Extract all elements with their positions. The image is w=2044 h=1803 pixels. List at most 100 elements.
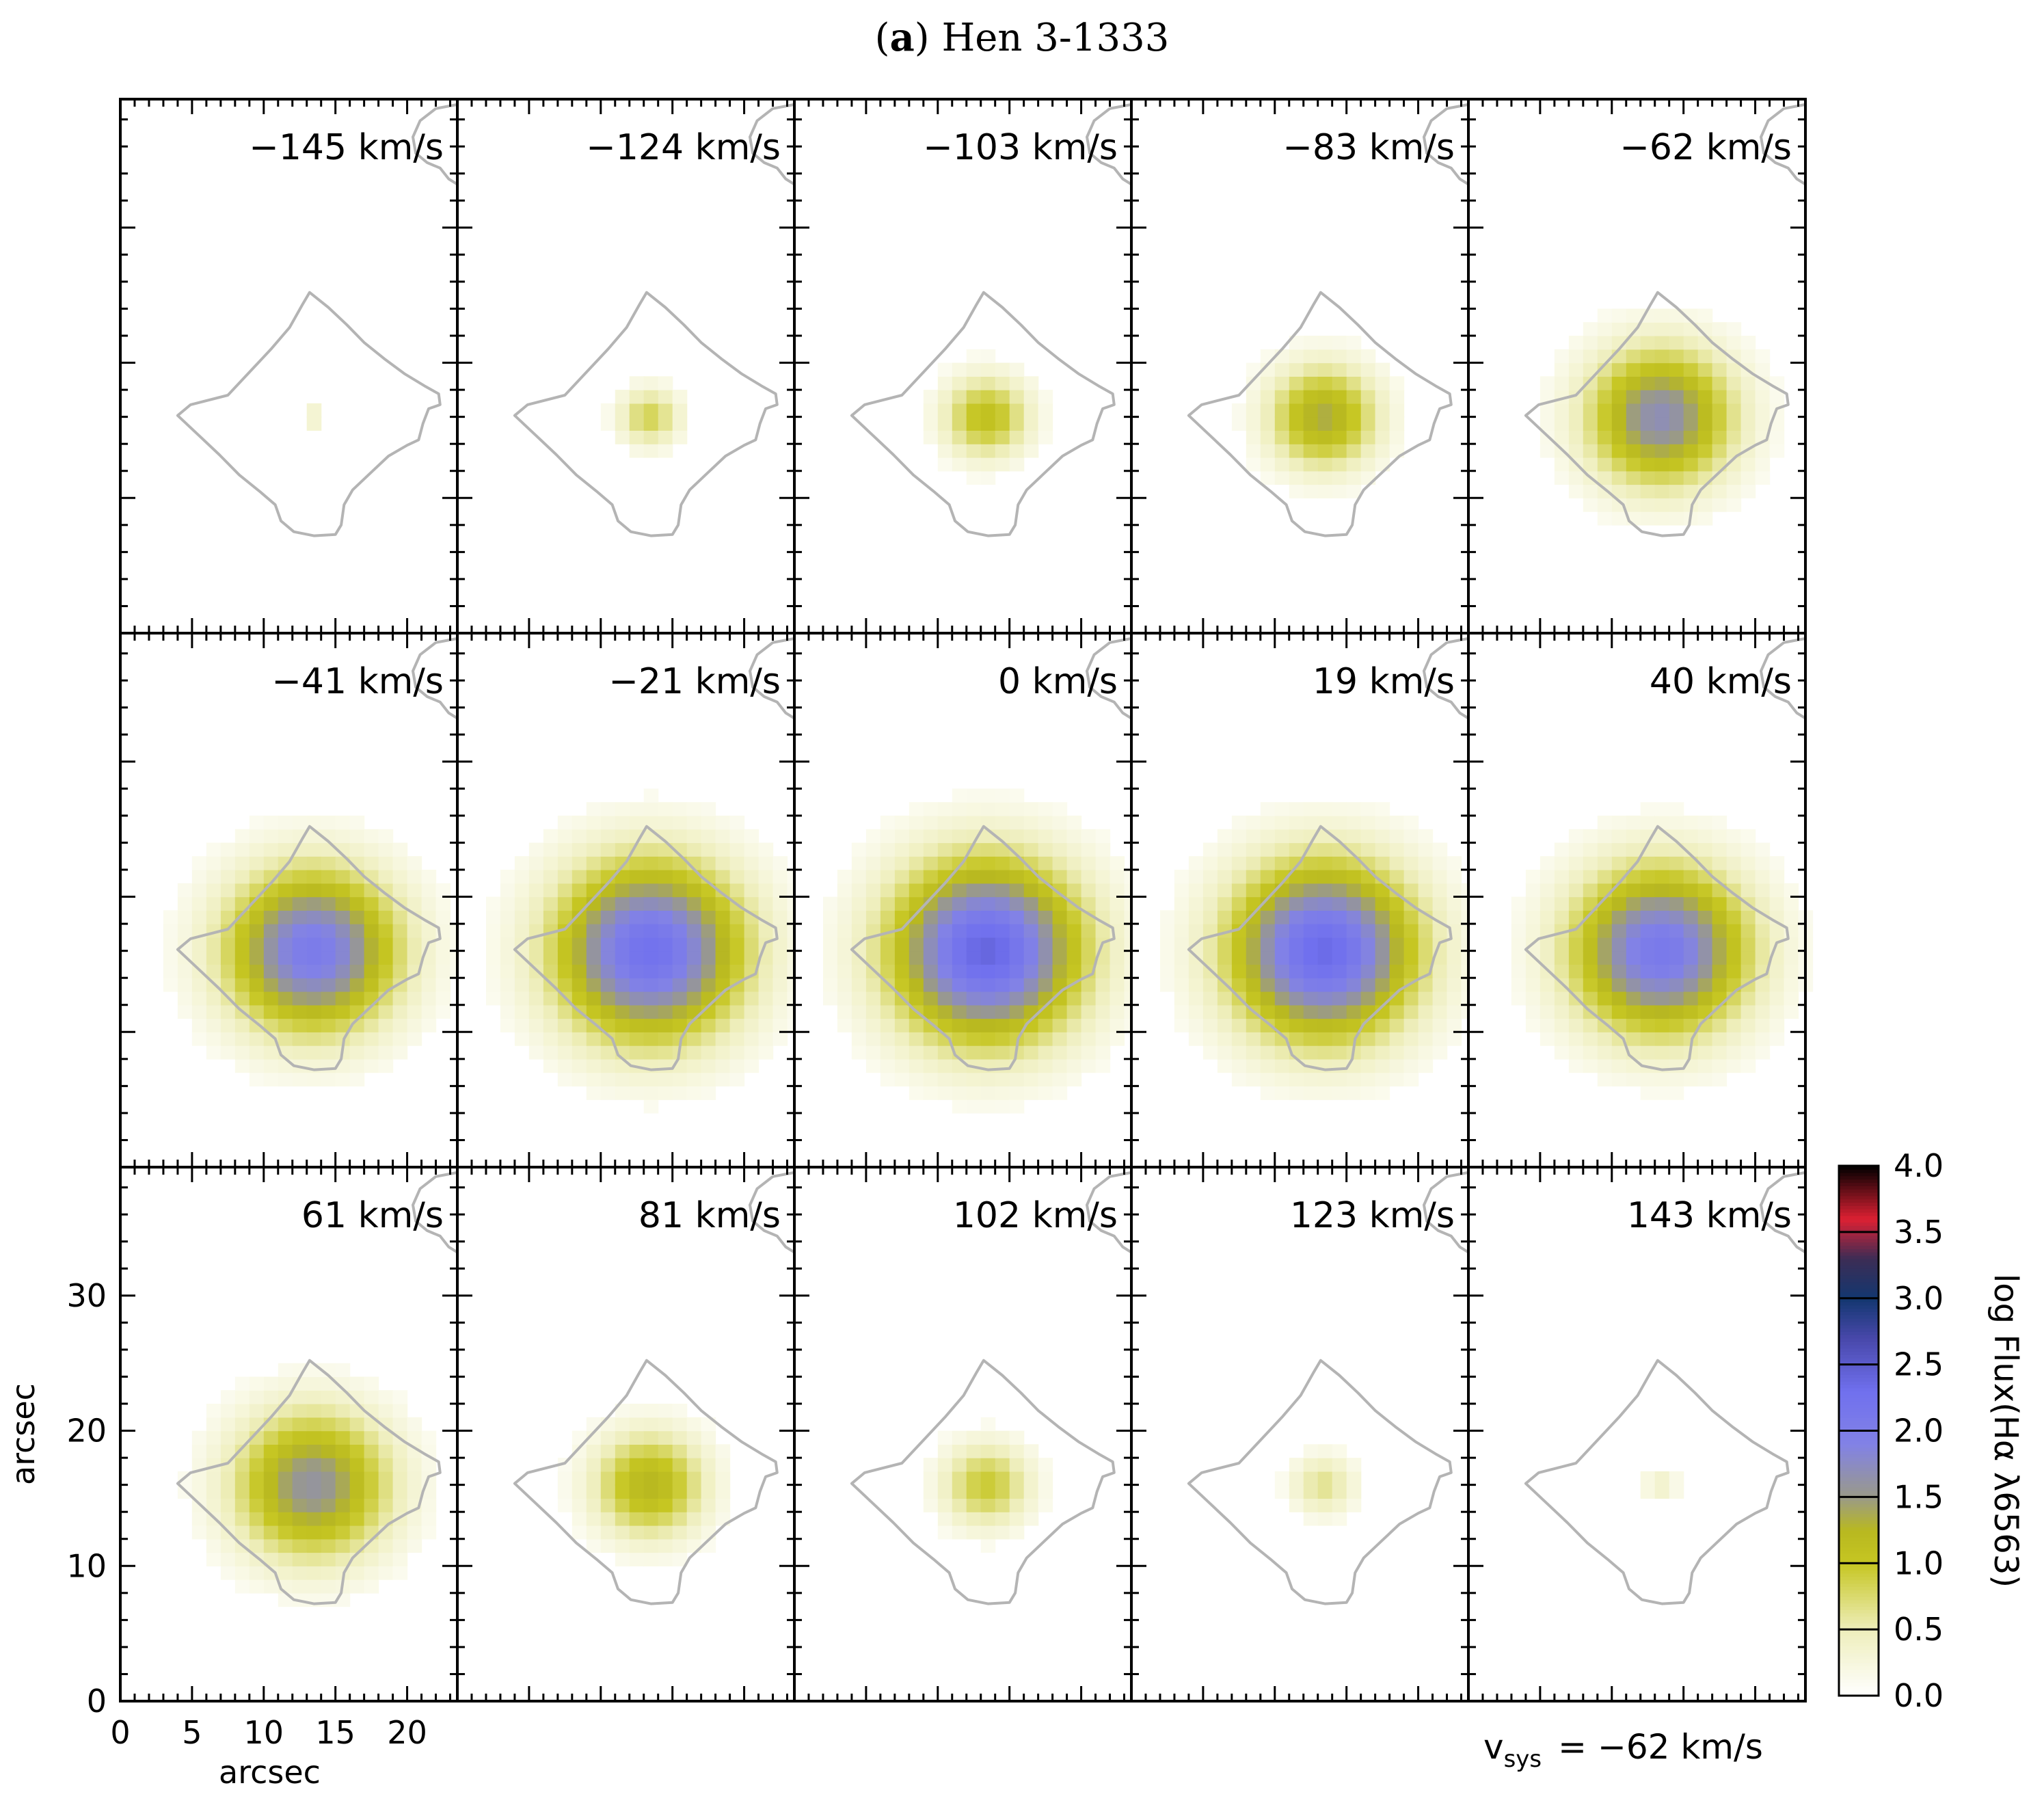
flux-pixel — [937, 457, 953, 472]
flux-pixel — [191, 1512, 207, 1526]
flux-pixel — [1095, 1058, 1111, 1073]
flux-pixel — [865, 1045, 881, 1060]
flux-pixel — [1389, 870, 1405, 884]
flux-pixel — [980, 910, 996, 924]
flux-pixel — [744, 883, 759, 898]
flux-pixel — [1202, 910, 1218, 924]
flux-pixel — [1317, 842, 1333, 857]
flux-pixel — [1418, 1018, 1434, 1032]
flux-pixel — [249, 1458, 265, 1472]
flux-pixel — [249, 937, 265, 952]
flux-pixel — [923, 815, 939, 830]
flux-pixel — [1052, 950, 1068, 965]
flux-pixel — [672, 1552, 688, 1566]
flux-pixel — [1260, 1058, 1276, 1073]
flux-pixel — [321, 896, 336, 911]
flux-pixel — [729, 883, 745, 898]
colorbar-segment — [1839, 1675, 1879, 1680]
flux-pixel — [715, 964, 731, 978]
flux-pixel — [1375, 964, 1390, 978]
flux-pixel — [894, 856, 910, 870]
flux-pixel — [1626, 430, 1641, 444]
colorbar-segment — [1839, 1606, 1879, 1610]
colorbar-segment — [1839, 1672, 1879, 1677]
flux-pixel — [1346, 802, 1362, 816]
flux-pixel — [1023, 910, 1039, 924]
flux-pixel — [1597, 1004, 1613, 1019]
flux-pixel — [701, 1430, 716, 1445]
flux-pixel — [1360, 1004, 1376, 1019]
flux-pixel — [234, 950, 250, 965]
flux-pixel — [1231, 964, 1247, 978]
flux-pixel — [672, 896, 688, 911]
flux-pixel — [1525, 991, 1541, 1006]
flux-pixel — [392, 1018, 408, 1032]
flux-pixel — [1110, 910, 1125, 924]
flux-pixel — [643, 1512, 659, 1526]
flux-pixel — [1274, 1032, 1290, 1046]
emission-map — [1511, 802, 1814, 1100]
flux-pixel — [1346, 430, 1362, 444]
flux-pixel — [643, 1458, 659, 1472]
flux-pixel — [937, 950, 953, 965]
panel-frame — [1467, 1166, 1807, 1702]
flux-pixel — [1332, 1484, 1347, 1499]
flux-pixel — [278, 842, 293, 857]
flux-pixel — [234, 829, 250, 844]
flux-pixel — [629, 1525, 645, 1540]
flux-pixel — [1712, 950, 1727, 965]
flux-pixel — [528, 978, 544, 992]
flux-pixel — [1202, 978, 1218, 992]
flux-pixel — [1611, 1045, 1627, 1060]
flux-pixel — [952, 1430, 967, 1445]
flux-pixel — [234, 1390, 250, 1404]
flux-pixel — [1360, 910, 1376, 924]
flux-pixel — [220, 1004, 236, 1019]
flux-pixel — [1755, 470, 1771, 485]
channel-panel: 40 km/s — [1467, 632, 1814, 1168]
flux-pixel — [1231, 416, 1247, 431]
flux-pixel — [1554, 910, 1570, 924]
flux-pixel — [1683, 403, 1699, 418]
flux-pixel — [629, 403, 645, 418]
flux-pixel — [1583, 322, 1598, 336]
flux-pixel — [1611, 856, 1627, 870]
colorbar-segment — [1839, 1192, 1879, 1197]
flux-pixel — [658, 1512, 673, 1526]
flux-pixel — [1346, 1458, 1362, 1472]
flux-pixel — [1260, 964, 1276, 978]
flux-pixel — [1654, 484, 1670, 498]
flux-pixel — [980, 1045, 996, 1060]
flux-pixel — [1511, 991, 1527, 1006]
velocity-label: −124 km/s — [586, 127, 781, 168]
flux-pixel — [1188, 896, 1204, 911]
flux-pixel — [1683, 950, 1699, 965]
flux-pixel — [1447, 1018, 1462, 1032]
flux-pixel — [163, 950, 178, 965]
flux-pixel — [306, 1471, 322, 1486]
flux-pixel — [206, 1018, 221, 1032]
flux-pixel — [1303, 829, 1319, 844]
flux-pixel — [364, 1430, 379, 1445]
flux-pixel — [292, 978, 308, 992]
flux-pixel — [1246, 444, 1261, 458]
flux-pixel — [980, 1086, 996, 1100]
flux-pixel — [407, 856, 422, 870]
flux-pixel — [220, 1471, 236, 1486]
flux-pixel — [1375, 403, 1390, 418]
flux-pixel — [952, 991, 967, 1006]
flux-pixel — [1052, 1058, 1068, 1073]
flux-pixel — [1389, 856, 1405, 870]
flux-pixel — [1303, 1512, 1319, 1526]
flux-pixel — [966, 883, 982, 898]
flux-pixel — [249, 964, 265, 978]
flux-pixel — [715, 1032, 731, 1046]
flux-pixel — [1626, 937, 1641, 952]
flux-pixel — [1317, 470, 1333, 485]
flux-pixel — [263, 978, 279, 992]
flux-pixel — [1346, 1484, 1362, 1499]
flux-pixel — [163, 978, 178, 992]
flux-pixel — [586, 910, 602, 924]
flux-pixel — [1009, 1484, 1025, 1499]
flux-pixel — [1669, 1004, 1684, 1019]
